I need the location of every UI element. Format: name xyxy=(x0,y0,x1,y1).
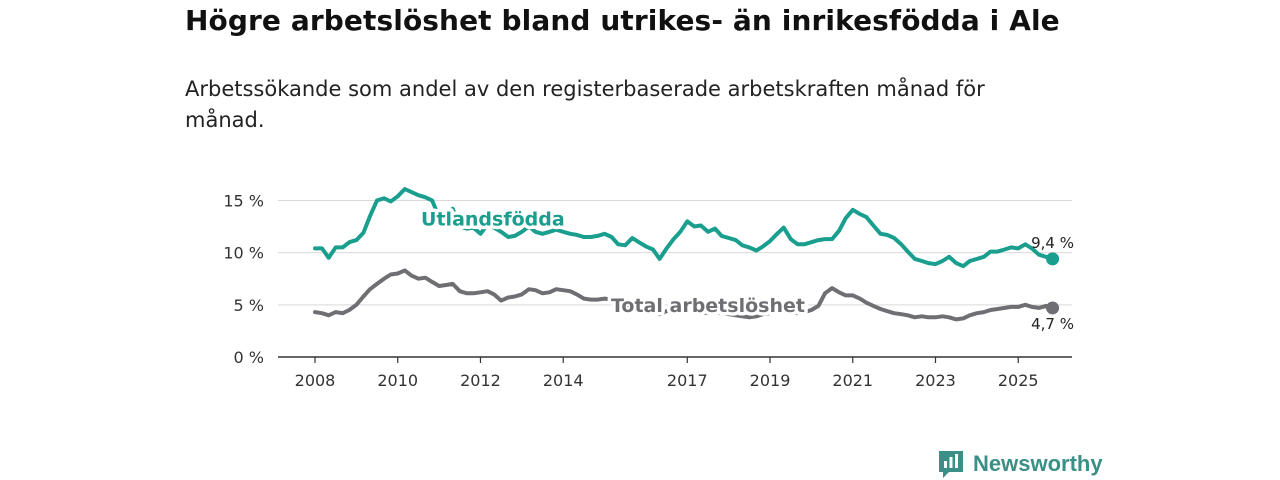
series-name-label: Utlandsfödda xyxy=(421,208,565,230)
x-tick-label: 2010 xyxy=(377,371,418,390)
y-tick-label: 15 % xyxy=(223,191,264,210)
series-end-label: 9,4 % xyxy=(1031,234,1074,252)
x-tick-label: 2014 xyxy=(543,371,584,390)
axes: 0 % 5 % 10 % 15 % 2008 2010 2012 2014 2017 2019 20… xyxy=(223,191,1072,390)
series-end-label: 4,7 % xyxy=(1031,315,1074,333)
series-lines xyxy=(313,187,1060,322)
series-line-total-arbetsl-shet xyxy=(313,268,1055,322)
series-name-label: Total arbetslöshet xyxy=(611,295,805,317)
y-tick-label: 5 % xyxy=(234,296,264,315)
x-tick-label: 2019 xyxy=(750,371,791,390)
series-end-marker-utlandsf-dda xyxy=(1046,252,1060,266)
x-tick-label: 2025 xyxy=(998,371,1039,390)
x-tick-label: 2017 xyxy=(667,371,708,390)
x-tick-label: 2008 xyxy=(295,371,336,390)
x-tick-label: 2012 xyxy=(460,371,501,390)
y-tick-label: 10 % xyxy=(223,244,264,263)
y-tick-label: 0 % xyxy=(234,348,264,367)
line-chart: 0 % 5 % 10 % 15 % 2008 2010 2012 2014 2017 2019 20… xyxy=(223,187,1074,390)
chart-title: Högre arbetslöshet bland utrikes- än inr… xyxy=(185,4,1060,37)
newsworthy-logo-icon xyxy=(939,451,963,478)
newsworthy-logo-text: Newsworthy xyxy=(973,451,1103,476)
series-end-marker-total-arbetsl-shet xyxy=(1046,301,1060,315)
x-tick-label: 2023 xyxy=(915,371,956,390)
newsworthy-logo[interactable]: Newsworthy xyxy=(937,449,1103,479)
series-line-utlandsf-dda xyxy=(313,187,1055,269)
x-tick-label: 2021 xyxy=(832,371,873,390)
chart-subtitle: Arbetssökande som andel av den registerb… xyxy=(185,77,985,132)
data-labels: 9,4 % 4,7 % Utlandsfödda Total arbetslöshet xyxy=(418,205,1074,333)
gridlines xyxy=(278,199,1072,306)
